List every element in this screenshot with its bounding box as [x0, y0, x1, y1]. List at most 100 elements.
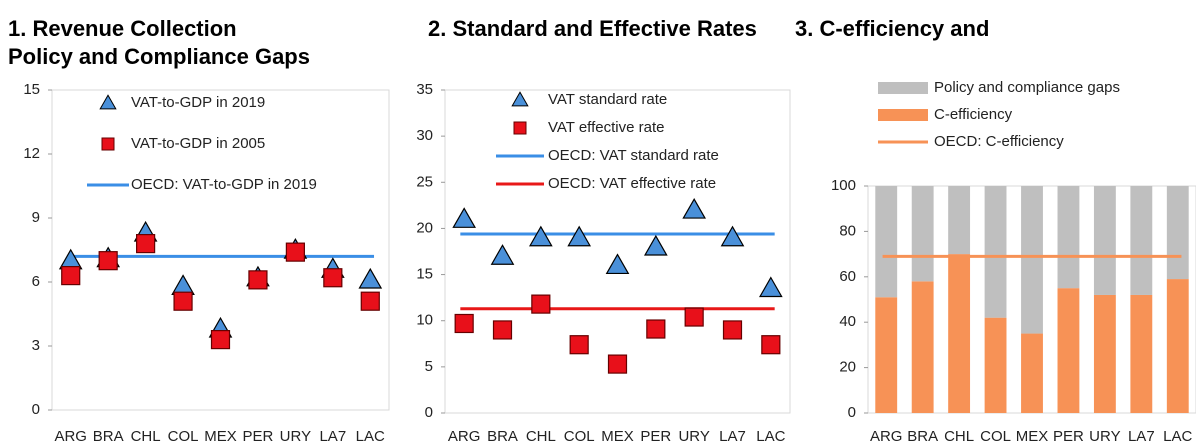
- data-marker: [173, 291, 193, 311]
- x-tick-label: ARG: [870, 428, 903, 445]
- bar-segment: [1021, 186, 1043, 334]
- data-marker: [490, 244, 515, 265]
- data-marker: [684, 307, 704, 327]
- data-marker: [136, 234, 156, 254]
- y-tick-label: 20: [839, 359, 856, 376]
- x-tick-label: URY: [1089, 428, 1120, 445]
- legend-label: VAT-to-GDP in 2019: [131, 94, 265, 111]
- data-marker: [722, 320, 743, 340]
- data-marker: [61, 266, 81, 286]
- data-marker: [58, 248, 83, 270]
- data-marker: [285, 242, 305, 262]
- y-tick-label: 6: [32, 273, 40, 290]
- data-marker: [569, 335, 589, 355]
- bar-segment: [911, 281, 934, 413]
- bar-segment: [875, 186, 898, 298]
- y-tick-label: 0: [32, 401, 40, 418]
- y-tick-label: 15: [416, 266, 433, 283]
- chart-title: 2. Standard and Effective Rates: [428, 16, 757, 41]
- x-tick-label: COL: [980, 428, 1011, 445]
- legend-marker: [513, 121, 527, 135]
- bar-segment: [948, 186, 971, 255]
- bar-segment: [1166, 186, 1189, 280]
- y-tick-label: 30: [416, 127, 433, 144]
- y-tick-label: 5: [425, 358, 433, 375]
- x-tick-label: MEX: [204, 428, 237, 445]
- x-tick-label: BRA: [487, 428, 518, 445]
- data-marker: [646, 319, 666, 339]
- x-tick-label: MEX: [601, 428, 634, 445]
- x-tick-label: CHL: [131, 428, 161, 445]
- bar-segment: [1021, 333, 1043, 413]
- chart-title: 3. C-efficiency and: [795, 16, 989, 41]
- legend-label: C-efficiency: [934, 106, 1013, 123]
- x-tick-label: BRA: [93, 428, 124, 445]
- bar-segment: [1057, 186, 1080, 289]
- data-marker: [248, 270, 268, 290]
- x-tick-label: URY: [280, 428, 311, 445]
- x-tick-label: PER: [1053, 428, 1084, 445]
- x-tick-label: CHL: [526, 428, 556, 445]
- y-tick-label: 0: [425, 404, 433, 421]
- legend-marker: [511, 91, 529, 107]
- data-marker: [323, 268, 343, 288]
- legend-label: Policy and compliance gaps: [934, 79, 1120, 96]
- data-marker: [360, 291, 380, 311]
- y-tick-label: 3: [32, 337, 40, 354]
- x-tick-label: ARG: [54, 428, 87, 445]
- data-marker: [720, 225, 745, 247]
- data-marker: [210, 330, 231, 350]
- data-marker: [454, 313, 474, 334]
- bar-segment: [875, 297, 898, 413]
- bar-segment: [1093, 294, 1116, 413]
- x-tick-label: URY: [678, 428, 709, 445]
- data-marker: [492, 320, 513, 340]
- bar-segment: [1130, 186, 1153, 295]
- data-marker: [758, 276, 783, 298]
- y-tick-label: 100: [831, 177, 856, 194]
- y-tick-label: 12: [23, 145, 40, 162]
- x-tick-label: LA7: [719, 428, 746, 445]
- data-marker: [643, 234, 668, 256]
- chart-title: Policy and Compliance Gaps: [8, 44, 310, 69]
- data-marker: [171, 274, 195, 295]
- x-tick-label: CHL: [944, 428, 974, 445]
- legend-marker: [101, 137, 115, 151]
- data-marker: [452, 207, 477, 228]
- y-tick-label: 20: [416, 219, 433, 236]
- x-tick-label: PER: [243, 428, 274, 445]
- legend-swatch: [878, 82, 928, 94]
- y-tick-label: 60: [839, 268, 856, 285]
- bar-segment: [911, 186, 934, 282]
- legend-label: VAT effective rate: [548, 119, 664, 136]
- bar-segment: [984, 186, 1007, 318]
- legend-label: OECD: C-efficiency: [934, 133, 1064, 150]
- x-tick-label: LA7: [319, 428, 346, 445]
- data-marker: [531, 294, 551, 314]
- bar-segment: [1093, 186, 1116, 295]
- legend-label: VAT standard rate: [548, 91, 667, 108]
- x-tick-label: MEX: [1016, 428, 1049, 445]
- y-tick-label: 10: [416, 312, 433, 329]
- x-tick-label: COL: [564, 428, 595, 445]
- legend-label: OECD: VAT standard rate: [548, 147, 719, 164]
- data-marker: [358, 267, 383, 289]
- bar-segment: [984, 317, 1007, 413]
- x-tick-label: COL: [168, 428, 199, 445]
- data-marker: [567, 225, 592, 247]
- data-marker: [605, 253, 630, 275]
- y-tick-label: 0: [848, 404, 856, 421]
- plot-frame: [51, 89, 390, 411]
- x-tick-label: PER: [640, 428, 671, 445]
- x-tick-label: LAC: [756, 428, 785, 445]
- data-marker: [607, 354, 628, 374]
- x-tick-label: ARG: [448, 428, 481, 445]
- data-marker: [528, 225, 553, 247]
- y-tick-label: 9: [32, 209, 40, 226]
- bar-segment: [1166, 279, 1189, 413]
- x-tick-label: LA7: [1128, 428, 1155, 445]
- y-tick-label: 80: [839, 222, 856, 239]
- legend-label: OECD: VAT effective rate: [548, 175, 716, 192]
- chart-title: 1. Revenue Collection: [8, 16, 237, 41]
